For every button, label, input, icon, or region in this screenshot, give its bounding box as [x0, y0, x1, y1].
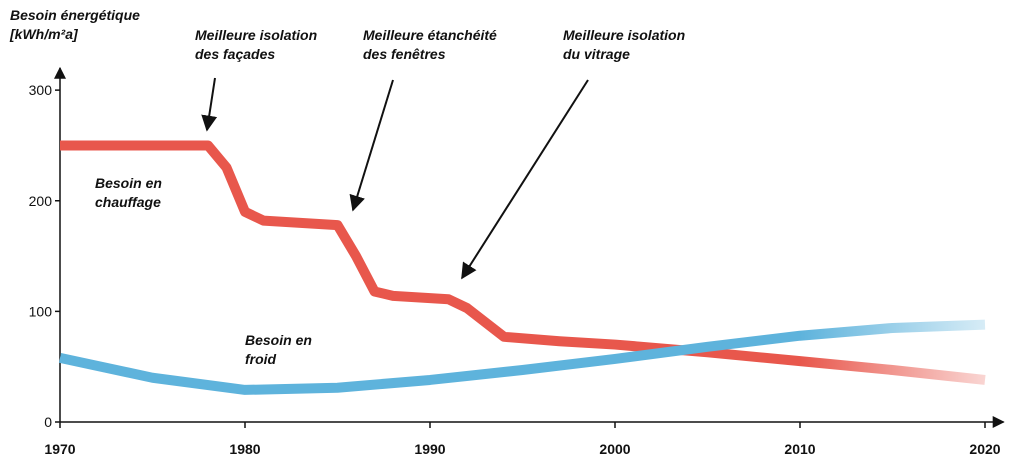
annotation: [kWh/m²a]	[9, 26, 79, 42]
series-line	[60, 140, 986, 385]
annotation: du vitrage	[563, 46, 630, 62]
annotation: Meilleure étanchéité	[363, 27, 497, 43]
series-line	[58, 319, 986, 395]
x-tick-label: 2010	[784, 441, 815, 457]
y-tick-label: 300	[29, 82, 53, 98]
annotation: chauffage	[95, 194, 161, 210]
arrow	[461, 79, 589, 280]
x-tick-label: 1990	[414, 441, 445, 457]
annotation: Besoin en	[245, 332, 312, 348]
annotation: des fenêtres	[363, 46, 446, 62]
annotation: Meilleure isolation	[195, 27, 317, 43]
annotation: Besoin en	[95, 175, 162, 191]
arrow	[349, 79, 394, 212]
x-tick-label: 1970	[44, 441, 75, 457]
annotation: Meilleure isolation	[563, 27, 685, 43]
y-tick-label: 0	[44, 414, 52, 430]
x-tick-label: 2020	[969, 441, 1000, 457]
x-tick-label: 2000	[599, 441, 630, 457]
y-tick-label: 200	[29, 193, 53, 209]
x-tick-label: 1980	[229, 441, 260, 457]
arrow	[201, 77, 218, 132]
annotation: des façades	[195, 46, 275, 62]
annotation: Besoin énergétique	[10, 7, 140, 23]
y-tick-label: 100	[29, 303, 53, 319]
annotation: froid	[245, 351, 277, 367]
